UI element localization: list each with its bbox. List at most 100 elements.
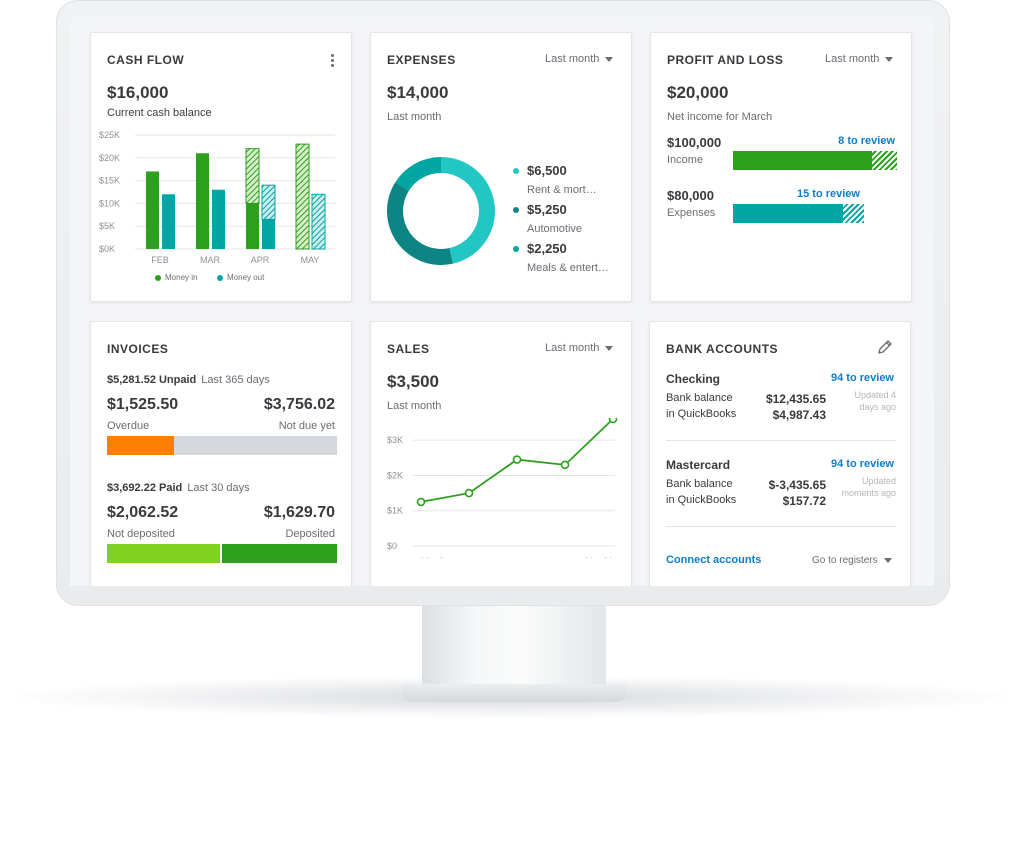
expenses-legend-label: Rent & mort… <box>527 184 597 196</box>
bank-balance-value: $12,435.65 <box>765 392 826 406</box>
kebab-menu-icon[interactable] <box>331 54 334 67</box>
income-review-link[interactable]: 8 to review <box>838 135 895 147</box>
cash-flow-caption: Current cash balance <box>107 107 212 119</box>
income-amount: $100,000 <box>667 135 722 150</box>
quickbooks-balance-label: in QuickBooks <box>666 494 737 506</box>
bank-accounts-title: BANK ACCOUNTS <box>666 342 779 356</box>
quickbooks-balance-label: in QuickBooks <box>666 408 737 420</box>
profit-loss-card[interactable]: PROFIT AND LOSS Last month $20,000 Net i… <box>650 32 912 302</box>
y-tick-label: $1K <box>387 506 403 516</box>
sales-amount: $3,500 <box>387 372 439 391</box>
sales-period-label: Last month <box>545 342 600 354</box>
monitor-stand-foot <box>402 684 626 702</box>
expenses-amount: $14,000 <box>387 83 449 102</box>
invoices-title: INVOICES <box>107 342 169 356</box>
y-tick-label: $20K <box>99 153 120 163</box>
bar-money-in-feb <box>146 171 159 249</box>
income-bar <box>733 151 897 170</box>
legend-dot <box>513 245 519 252</box>
not-deposited-bar-fill <box>107 544 222 563</box>
profit-loss-period-dropdown[interactable]: Last month <box>825 53 894 65</box>
bank-account-name: Mastercard <box>666 458 731 472</box>
not-deposited-amount: $2,062.52 <box>107 504 179 521</box>
legend-money-out: Money out <box>217 273 264 282</box>
y-tick-label: $15K <box>99 176 120 186</box>
sales-point <box>512 455 522 464</box>
unpaid-summary: $5,281.52 Unpaid Last 365 days <box>107 374 270 386</box>
cash-flow-card[interactable]: CASH FLOW $16,000 Current cash balance $… <box>90 32 352 302</box>
legend-money-in-label: Money in <box>165 273 198 282</box>
legend-money-in: Money in <box>155 273 197 282</box>
cash-flow-title: CASH FLOW <box>107 53 185 67</box>
x-tick-label: APR <box>251 255 270 265</box>
connect-accounts-link[interactable]: Connect accounts <box>666 554 762 566</box>
cash-flow-amount: $16,000 <box>107 83 169 102</box>
bar-projected-money-out-may <box>311 193 326 250</box>
bank-review-link[interactable]: 94 to review <box>831 372 894 384</box>
money-out-dot <box>217 274 223 281</box>
overdue-bar-fill <box>107 436 174 455</box>
overdue-amount: $1,525.50 <box>107 396 179 413</box>
bank-divider <box>666 440 896 441</box>
not-deposited-label: Not deposited <box>107 528 175 540</box>
go-to-registers-dropdown[interactable]: Go to registers <box>812 555 892 566</box>
quickbooks-balance-value: $4,987.43 <box>772 408 826 422</box>
bank-review-link[interactable]: 94 to review <box>831 458 894 470</box>
expenses-donut-chart <box>387 157 496 265</box>
y-tick-label: $0K <box>99 244 115 254</box>
pencil-icon[interactable] <box>876 338 894 356</box>
expenses-legend-item: $2,250 <box>513 241 567 256</box>
legend-dot <box>513 167 519 174</box>
paid-bar[interactable] <box>107 544 337 563</box>
expenses-legend-value: $6,500 <box>527 163 567 178</box>
expenses-legend-item: $5,250 <box>513 202 567 217</box>
bar-money-out-mar <box>212 189 225 249</box>
deposited-amount: $1,629.70 <box>263 504 335 521</box>
expenses-total-label: Expenses <box>667 207 716 219</box>
profit-loss-amount: $20,000 <box>667 83 729 102</box>
chevron-down-icon <box>885 56 894 62</box>
bank-balance-value: $-3,435.65 <box>768 478 826 492</box>
y-tick-label: $5K <box>99 221 115 231</box>
paid-summary: $3,692.22 Paid Last 30 days <box>107 482 250 494</box>
chevron-down-icon <box>605 56 614 62</box>
bank-balance-label: Bank balance <box>666 392 733 404</box>
x-tick-label: Mar 31 <box>585 556 613 558</box>
bank-balance-label: Bank balance <box>666 478 733 490</box>
sales-period-dropdown[interactable]: Last month <box>545 342 614 354</box>
sales-card[interactable]: SALES Last month $3,500 Last month $0 $1K… <box>370 321 632 586</box>
bank-updated-note: Updated 4 days ago <box>854 390 896 412</box>
y-tick-label: $2K <box>387 470 403 480</box>
sales-caption: Last month <box>387 400 442 412</box>
profit-loss-period-label: Last month <box>825 53 880 65</box>
expenses-legend-value: $2,250 <box>527 241 567 256</box>
bar-projected-money-out-apr <box>261 184 276 220</box>
invoices-card[interactable]: INVOICES $5,281.52 Unpaid Last 365 days … <box>90 321 352 586</box>
income-label: Income <box>667 154 704 166</box>
bar-projected-money-in-may <box>295 143 310 250</box>
bank-account-name: Checking <box>666 372 721 386</box>
donut-slice-1 <box>441 157 496 264</box>
x-tick-label: FEB <box>151 255 169 265</box>
overdue-label: Overdue <box>107 420 150 432</box>
bank-accounts-card[interactable]: BANK ACCOUNTS Checking 94 to review Bank b… <box>649 321 911 586</box>
income-bar-fill <box>733 151 873 170</box>
expenses-legend-label: Meals & entert… <box>527 262 609 274</box>
bar-money-out-apr <box>262 219 275 249</box>
expenses-period-dropdown[interactable]: Last month <box>545 53 614 65</box>
bar-money-in-mar <box>196 153 209 249</box>
expenses-legend-label: Automotive <box>527 223 583 235</box>
x-tick-label: MAR <box>200 255 221 265</box>
y-tick-label: $0 <box>387 541 397 551</box>
expenses-card[interactable]: EXPENSES Last month $14,000 Last month $… <box>370 32 632 302</box>
legend-dot <box>513 206 519 213</box>
donut-slice-3 <box>395 157 441 191</box>
not-due-amount: $3,756.02 <box>263 396 335 413</box>
expenses-review-link[interactable]: 15 to review <box>797 188 860 200</box>
dashboard-screen: CASH FLOW $16,000 Current cash balance $… <box>70 16 934 586</box>
unpaid-bar[interactable] <box>107 436 337 455</box>
sales-line-chart: $0 $1K $2K $3K Mar 2 Mar 31 <box>387 418 618 558</box>
expenses-period-label: Last month <box>545 53 600 65</box>
cash-flow-chart: $0K $5K $10K $15K $20K $25K FEB MAR APR MAY <box>99 130 335 265</box>
money-in-dot <box>155 274 161 281</box>
